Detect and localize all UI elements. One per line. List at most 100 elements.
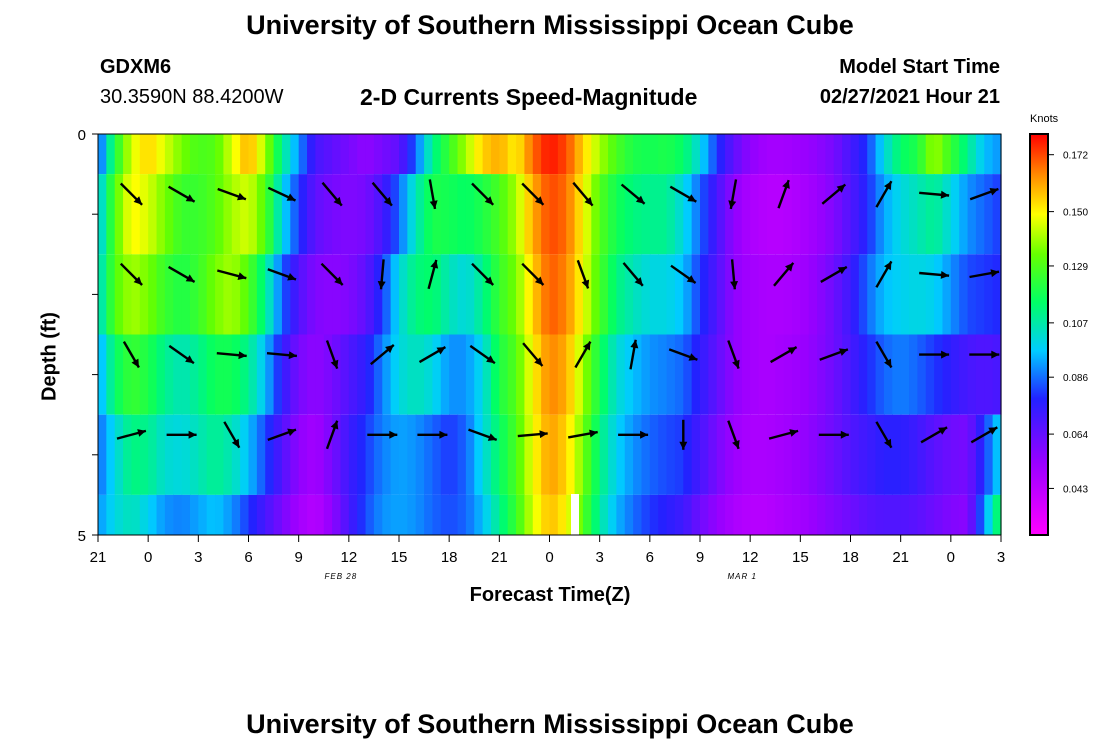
heatmap-cell xyxy=(950,414,960,495)
heatmap-cell xyxy=(850,134,860,175)
heatmap-cell xyxy=(215,334,225,415)
heatmap-cell xyxy=(399,134,408,175)
heatmap-cell xyxy=(574,174,584,255)
heatmap-cell xyxy=(959,134,969,175)
heatmap-cell xyxy=(817,254,827,335)
heatmap-cell xyxy=(925,254,935,335)
heatmap-cell xyxy=(549,414,559,495)
heatmap-cell xyxy=(984,134,994,175)
heatmap-cell xyxy=(482,254,492,335)
heatmap-cell xyxy=(666,134,676,175)
model-start-label: Model Start Time xyxy=(839,56,1000,78)
colorbar-tick-label: 0.129 xyxy=(1063,262,1088,273)
heatmap-cell xyxy=(658,414,668,495)
heatmap-cell xyxy=(148,414,158,495)
heatmap-cell xyxy=(424,134,434,175)
heatmap-cell xyxy=(164,494,174,535)
heatmap-cell xyxy=(574,414,584,495)
heatmap-cell xyxy=(842,494,852,535)
current-vector-arrow xyxy=(469,344,496,365)
heatmap-cell xyxy=(407,254,417,335)
heatmap-cell xyxy=(909,254,918,335)
heatmap-cell xyxy=(156,254,166,335)
heatmap-cell xyxy=(281,174,291,255)
heatmap-cell xyxy=(131,494,141,535)
current-vector-arrow xyxy=(471,262,495,286)
heatmap-cell xyxy=(950,254,960,335)
heatmap-cell xyxy=(725,174,735,255)
heatmap-cell xyxy=(791,414,801,495)
heatmap-cell xyxy=(457,174,467,255)
heatmap-cell xyxy=(649,174,659,255)
heatmap-cell xyxy=(189,174,199,255)
heatmap-cell xyxy=(348,494,358,535)
heatmap-cell xyxy=(708,174,718,255)
heatmap-cell xyxy=(240,414,250,495)
heatmap-cell xyxy=(490,174,500,255)
current-vector-arrow xyxy=(325,420,339,450)
heatmap-cell xyxy=(641,174,651,255)
heatmap-cell xyxy=(541,174,551,255)
heatmap-cell xyxy=(992,334,1002,415)
heatmap-cell xyxy=(415,414,425,495)
heatmap-cell xyxy=(733,334,743,415)
current-vector-arrow xyxy=(267,428,297,442)
heatmap-cell xyxy=(98,134,107,175)
heatmap-cell xyxy=(825,134,835,175)
heatmap-cell xyxy=(599,414,609,495)
heatmap-cell xyxy=(449,174,459,255)
heatmap-cell xyxy=(189,414,199,495)
heatmap-cell xyxy=(449,494,459,535)
heatmap-cell xyxy=(148,174,158,255)
current-vector-arrow xyxy=(320,262,344,286)
current-vector-arrow xyxy=(116,429,147,440)
heatmap-cell xyxy=(440,254,450,335)
x-tick-label: 9 xyxy=(294,549,302,566)
heatmap-cell xyxy=(883,174,893,255)
heatmap-cell xyxy=(541,334,551,415)
heatmap-cell xyxy=(223,334,233,415)
heatmap-cell xyxy=(265,334,275,415)
heatmap-cell xyxy=(323,414,333,495)
current-vector-arrow xyxy=(119,182,143,206)
current-vector-arrow xyxy=(427,259,439,290)
heatmap-cell xyxy=(382,134,392,175)
current-vector-arrow xyxy=(773,262,795,287)
heatmap-cell xyxy=(499,134,509,175)
heatmap-cell xyxy=(340,414,350,495)
heatmap-cell xyxy=(959,174,969,255)
heatmap-cell xyxy=(281,254,291,335)
heatmap-cell xyxy=(557,174,567,255)
heatmap-cell xyxy=(733,134,743,175)
plot-title: 2-D Currents Speed-Magnitude xyxy=(360,84,698,110)
heatmap-cell xyxy=(850,494,860,535)
heatmap-cell xyxy=(608,494,617,535)
heatmap-cell xyxy=(599,494,609,535)
heatmap-cell xyxy=(674,414,684,495)
heatmap-cell xyxy=(206,134,216,175)
heatmap-cell xyxy=(858,334,868,415)
heatmap-cell xyxy=(624,494,634,535)
heatmap-cell xyxy=(474,174,484,255)
heatmap-cell xyxy=(323,254,333,335)
heatmap-cell xyxy=(875,494,885,535)
heatmap-cell xyxy=(624,334,634,415)
heatmap-cell xyxy=(273,414,283,495)
current-vector-arrow xyxy=(670,264,697,284)
heatmap-cell xyxy=(959,494,969,535)
heatmap-cell xyxy=(365,254,375,335)
heatmap-cell xyxy=(231,334,241,415)
heatmap-cell xyxy=(641,414,651,495)
heatmap-cell xyxy=(582,134,592,175)
heatmap-cell xyxy=(248,254,258,335)
heatmap-cell xyxy=(206,494,216,535)
heatmap-cell xyxy=(842,254,852,335)
heatmap-cell xyxy=(616,494,626,535)
heatmap-cell xyxy=(741,414,751,495)
x-tick-label: 3 xyxy=(194,549,202,566)
current-vector-arrow xyxy=(919,190,950,199)
heatmap-cell xyxy=(925,334,935,415)
heatmap-cell xyxy=(215,174,225,255)
heatmap-cell xyxy=(307,254,316,335)
heatmap-cell xyxy=(733,174,743,255)
